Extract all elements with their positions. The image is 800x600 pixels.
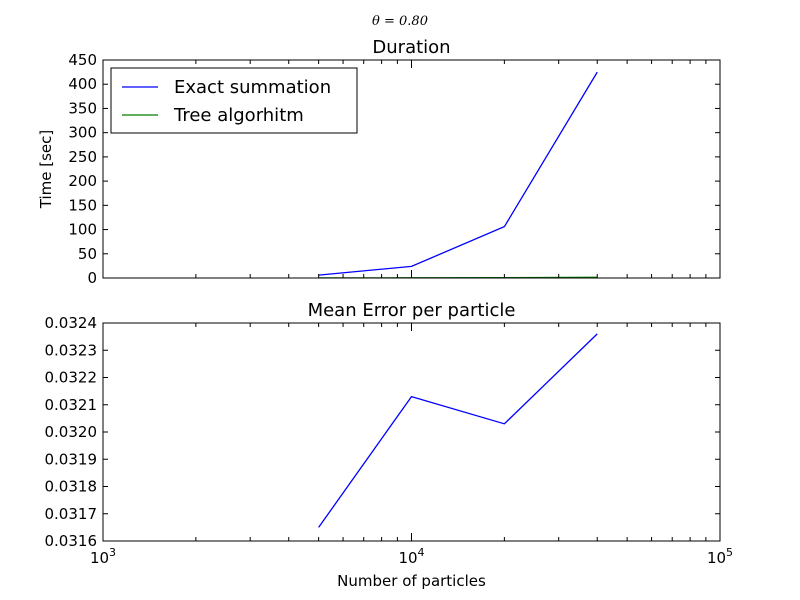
y-tick-label: 0.0319 xyxy=(45,450,98,468)
y-tick-label: 200 xyxy=(68,172,97,190)
x-tick-label: 104 xyxy=(398,546,424,567)
mean-error-chart: 0.0316 0.0317 0.0318 0.0319 0.0320 0.0321 0.03… xyxy=(45,300,734,590)
legend-box xyxy=(110,67,358,134)
legend-label-tree-algorhitm: Tree algorhitm xyxy=(173,105,304,126)
legend: Exact summation Tree algorhitm xyxy=(110,67,358,134)
y-tick-label: 0.0321 xyxy=(45,396,98,414)
axes-frame xyxy=(102,322,721,542)
y-tick-label: 350 xyxy=(68,99,97,117)
x-tick-label-exponent: 3 xyxy=(109,546,116,559)
x-tick-label-base: 10 xyxy=(398,549,417,567)
y-tick-label: 0.0322 xyxy=(45,369,98,387)
y-tick-label: 0 xyxy=(87,269,97,287)
y-tick-label: 0.0323 xyxy=(45,341,98,359)
x-tick-label-base: 10 xyxy=(90,549,109,567)
y-tick-label: 450 xyxy=(68,51,97,69)
x-tick-label-exponent: 4 xyxy=(418,546,425,559)
y-tick-label: 0.0318 xyxy=(45,478,98,496)
y-tick-label: 50 xyxy=(78,245,97,263)
y-tick-label: 0.0317 xyxy=(45,505,98,523)
y-tick-label: 150 xyxy=(68,196,97,214)
y-tick-label: 100 xyxy=(68,221,97,239)
figure-suptitle: θ = 0.80 xyxy=(372,14,428,29)
x-tick-label: 103 xyxy=(90,546,116,567)
series-line-exact-summation xyxy=(318,71,598,276)
legend-label-exact-summation: Exact summation xyxy=(174,77,331,98)
x-tick-label: 105 xyxy=(707,546,733,567)
y-tick-label: 0.0324 xyxy=(45,314,98,332)
y-tick-label: 0.0320 xyxy=(45,423,98,441)
x-tick-label-exponent: 5 xyxy=(726,546,733,559)
duration-chart: 0 50 100 150 200 250 300 350 400 450 Duration Time … xyxy=(37,37,721,287)
series-line-mean-error xyxy=(318,333,598,528)
x-tick-label-base: 10 xyxy=(707,549,726,567)
y-tick-label: 250 xyxy=(68,148,97,166)
chart-title: Duration xyxy=(372,37,450,58)
y-tick-label: 0.0316 xyxy=(45,532,98,550)
y-tick-label: 400 xyxy=(68,75,97,93)
y-tick-label: 300 xyxy=(68,124,97,142)
chart-title: Mean Error per particle xyxy=(308,300,516,321)
x-axis-label: Number of particles xyxy=(337,572,486,590)
y-axis-label: Time [sec] xyxy=(37,130,55,209)
